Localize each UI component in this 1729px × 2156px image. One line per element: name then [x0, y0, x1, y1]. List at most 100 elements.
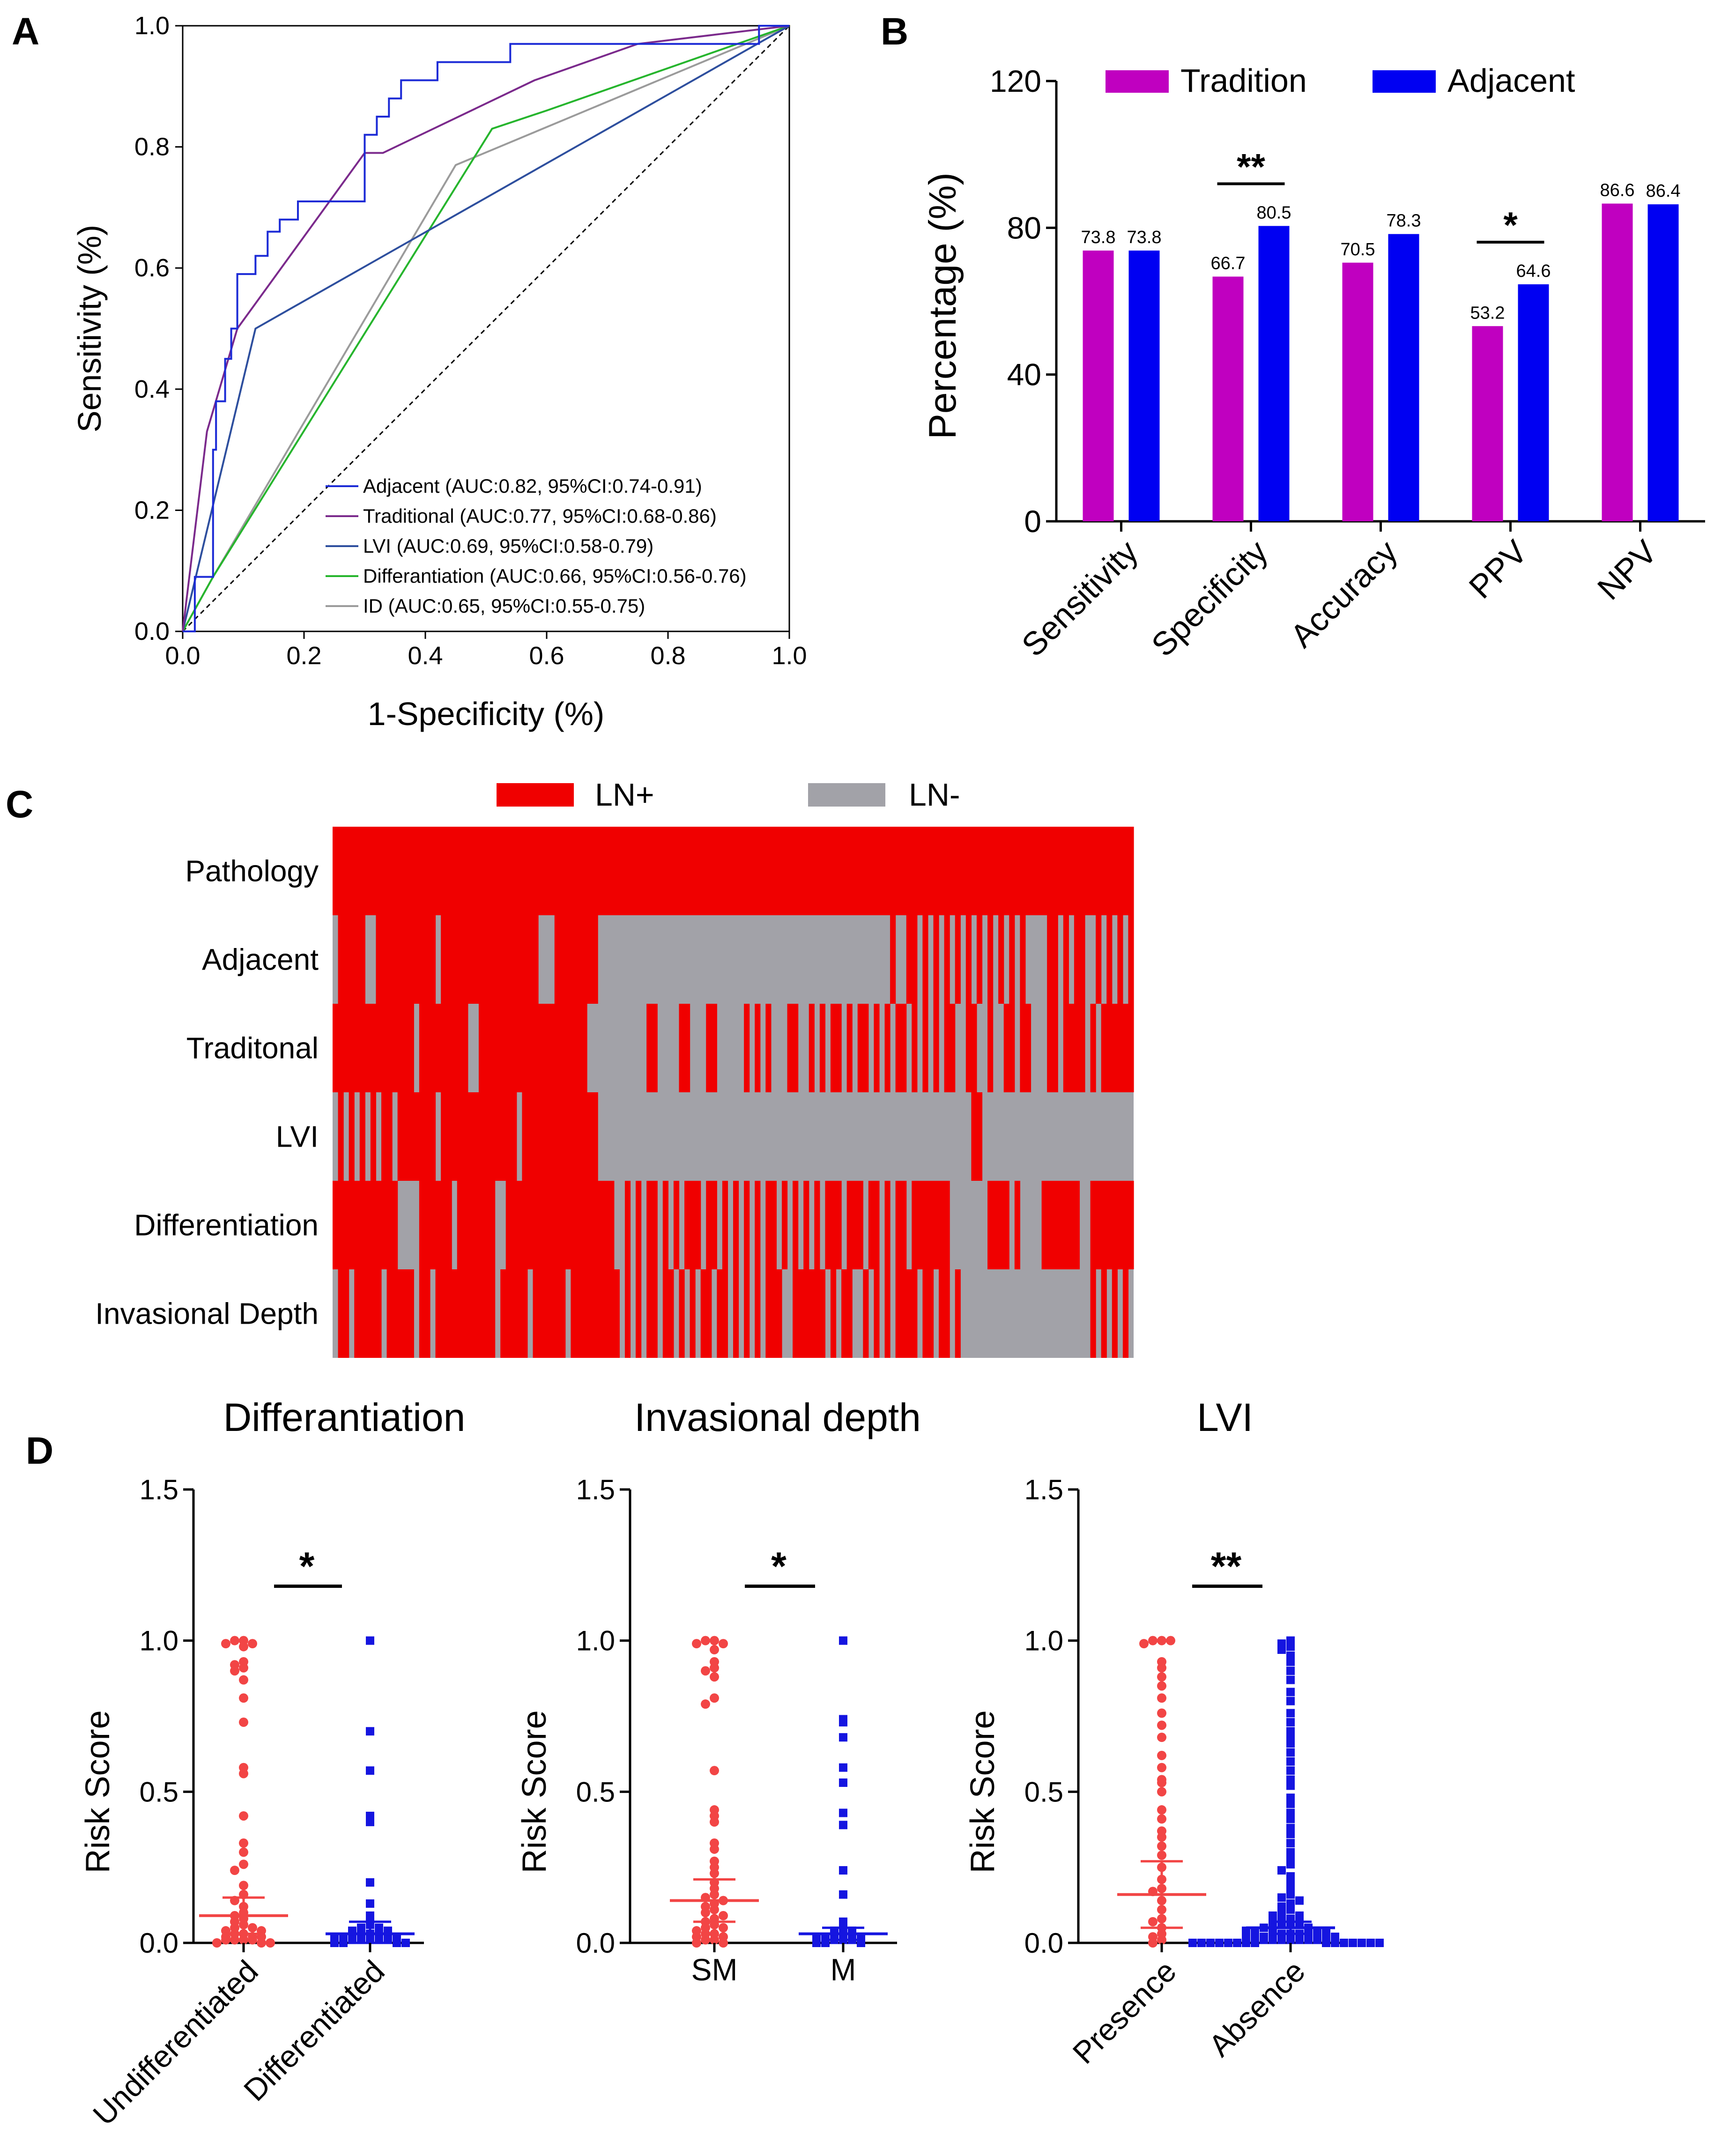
heatmap-cell-positive — [414, 827, 420, 915]
heatmap-cell-positive — [441, 827, 447, 915]
dotplot-ylabel: Risk Score — [516, 1710, 553, 1873]
heatmap-cell-positive — [554, 1269, 560, 1358]
heatmap-cell-positive — [462, 1269, 468, 1358]
heatmap-cell-positive — [928, 1181, 934, 1269]
bar-significance-mark: ** — [1237, 146, 1265, 187]
heatmap-cell-positive — [603, 1181, 609, 1269]
heatmap-cell-positive — [490, 1004, 496, 1092]
dotplot-point-red — [710, 1645, 719, 1655]
heatmap-cell-positive — [1101, 1004, 1107, 1092]
bar-value-label: 73.8 — [1081, 228, 1116, 247]
bar-legend-swatch — [1106, 70, 1169, 93]
roc-curve-0 — [183, 25, 789, 632]
dotplot-point-blue — [839, 1778, 847, 1787]
bar-adjacent-specificity — [1258, 226, 1290, 522]
heatmap-cell-positive — [522, 1269, 528, 1358]
heatmap-cell-positive — [533, 1181, 539, 1269]
dotplot-ytick-label: 0.5 — [576, 1776, 615, 1808]
heatmap-cell-positive — [478, 1269, 485, 1358]
heatmap-cell-positive — [798, 1269, 804, 1358]
heatmap-cell-positive — [814, 1181, 820, 1269]
heatmap-cell-positive — [381, 1092, 387, 1181]
dotplot-sm: Invasional depth 0.0 0.5 1.0 1.5 Risk Score SM… — [516, 1395, 921, 1987]
heatmap-cell-positive — [365, 1181, 371, 1269]
heatmap-cell-positive — [467, 1269, 474, 1358]
heatmap-cell-positive — [457, 915, 463, 1004]
heatmap-cell-positive — [998, 1181, 1004, 1269]
dotplot-title: Invasional depth — [634, 1395, 921, 1439]
dotplot-category-label: Undifferentiated — [86, 1954, 265, 2132]
heatmap-cell-positive — [955, 915, 961, 1004]
heatmap-cell-positive — [484, 1269, 490, 1358]
roc-xlabel: 1-Specificity (%) — [368, 696, 605, 732]
heatmap-cell-positive — [727, 827, 734, 915]
heatmap-cell-positive — [397, 827, 403, 915]
heatmap-cell-positive — [857, 1004, 863, 1092]
heatmap-cell-positive — [1052, 827, 1058, 915]
heatmap-cell-positive — [505, 1092, 512, 1181]
heatmap-cell-positive — [571, 1092, 577, 1181]
heatmap-cell-positive — [668, 827, 674, 915]
heatmap-cell-positive — [392, 827, 398, 915]
heatmap-cell-positive — [1009, 827, 1015, 915]
dotplot-ytick-label: 0.0 — [576, 1927, 615, 1959]
panel-label-a: A — [12, 10, 39, 53]
heatmap-cell-positive — [349, 915, 355, 1004]
heatmap-cell-positive — [1079, 827, 1085, 915]
dotplot-point-red — [248, 1935, 257, 1945]
heatmap-cell-positive — [446, 1092, 452, 1181]
dotplot-point-red — [1157, 1636, 1166, 1645]
dotplot-undifferentiated: Differantiation 0.0 0.5 1.0 1.5 Risk Score Und… — [79, 1395, 465, 2132]
heatmap-cell-positive — [950, 827, 956, 915]
heatmap-cell-positive — [1090, 1004, 1096, 1092]
heatmap-cell-positive — [565, 1004, 571, 1092]
heatmap-cell-positive — [392, 915, 398, 1004]
heatmap-cell-positive — [1014, 1181, 1020, 1269]
heatmap-cell-positive — [1117, 827, 1123, 915]
heatmap-cell-positive — [619, 827, 625, 915]
dotplot-point-blue — [1331, 1939, 1339, 1947]
heatmap-cell-positive — [478, 827, 485, 915]
heatmap-cell-positive — [1074, 915, 1080, 1004]
heatmap-cell-positive — [646, 827, 653, 915]
dotplot-point-red — [239, 1769, 248, 1778]
heatmap-cell-positive — [560, 827, 566, 915]
heatmap-cell-positive — [906, 827, 912, 915]
heatmap-cell-positive — [976, 915, 983, 1004]
heatmap-cell-positive — [484, 1181, 490, 1269]
heatmap-cell-positive — [793, 1269, 799, 1358]
heatmap-cell-positive — [711, 1181, 717, 1269]
heatmap-cell-positive — [522, 915, 528, 1004]
dotplot-point-blue — [1349, 1939, 1357, 1947]
heatmap-cell-positive — [1069, 827, 1075, 915]
heatmap-cell-positive — [554, 1092, 560, 1181]
heatmap-cell-positive — [359, 1004, 365, 1092]
dotplot-point-blue — [839, 1866, 847, 1875]
heatmap-cell-positive — [560, 1092, 566, 1181]
heatmap-cell-positive — [652, 1004, 658, 1092]
heatmap-cell-positive — [490, 1092, 496, 1181]
heatmap-cell-positive — [630, 827, 636, 915]
heatmap-cell-positive — [912, 915, 918, 1004]
bar-value-label: 86.4 — [1646, 181, 1681, 201]
heatmap-cell-positive — [863, 827, 869, 915]
heatmap-cell-positive — [1112, 1181, 1118, 1269]
heatmap-cell-positive — [717, 1269, 723, 1358]
heatmap-cell-positive — [376, 1269, 382, 1358]
heatmap-cell-positive — [386, 915, 393, 1004]
bar-tradition-sensitivity — [1083, 250, 1114, 521]
heatmap-cell-positive — [879, 827, 885, 915]
heatmap-cell-positive — [976, 827, 983, 915]
heatmap-cell-positive — [576, 1181, 582, 1269]
heatmap-cell-positive — [500, 915, 506, 1004]
roc-xtick-label: 0.6 — [529, 642, 564, 670]
dotplot-point-red — [719, 1639, 728, 1649]
heatmap-cell-positive — [1106, 1181, 1113, 1269]
heatmap-cell-positive — [462, 1181, 468, 1269]
heatmap-cell-positive — [565, 915, 571, 1004]
dotplot-ytick-label: 0.5 — [1024, 1776, 1063, 1808]
roc-frame — [182, 25, 790, 632]
heatmap-cell-positive — [359, 1269, 365, 1358]
heatmap-cell-positive — [386, 1004, 393, 1092]
heatmap-cell-positive — [987, 827, 994, 915]
